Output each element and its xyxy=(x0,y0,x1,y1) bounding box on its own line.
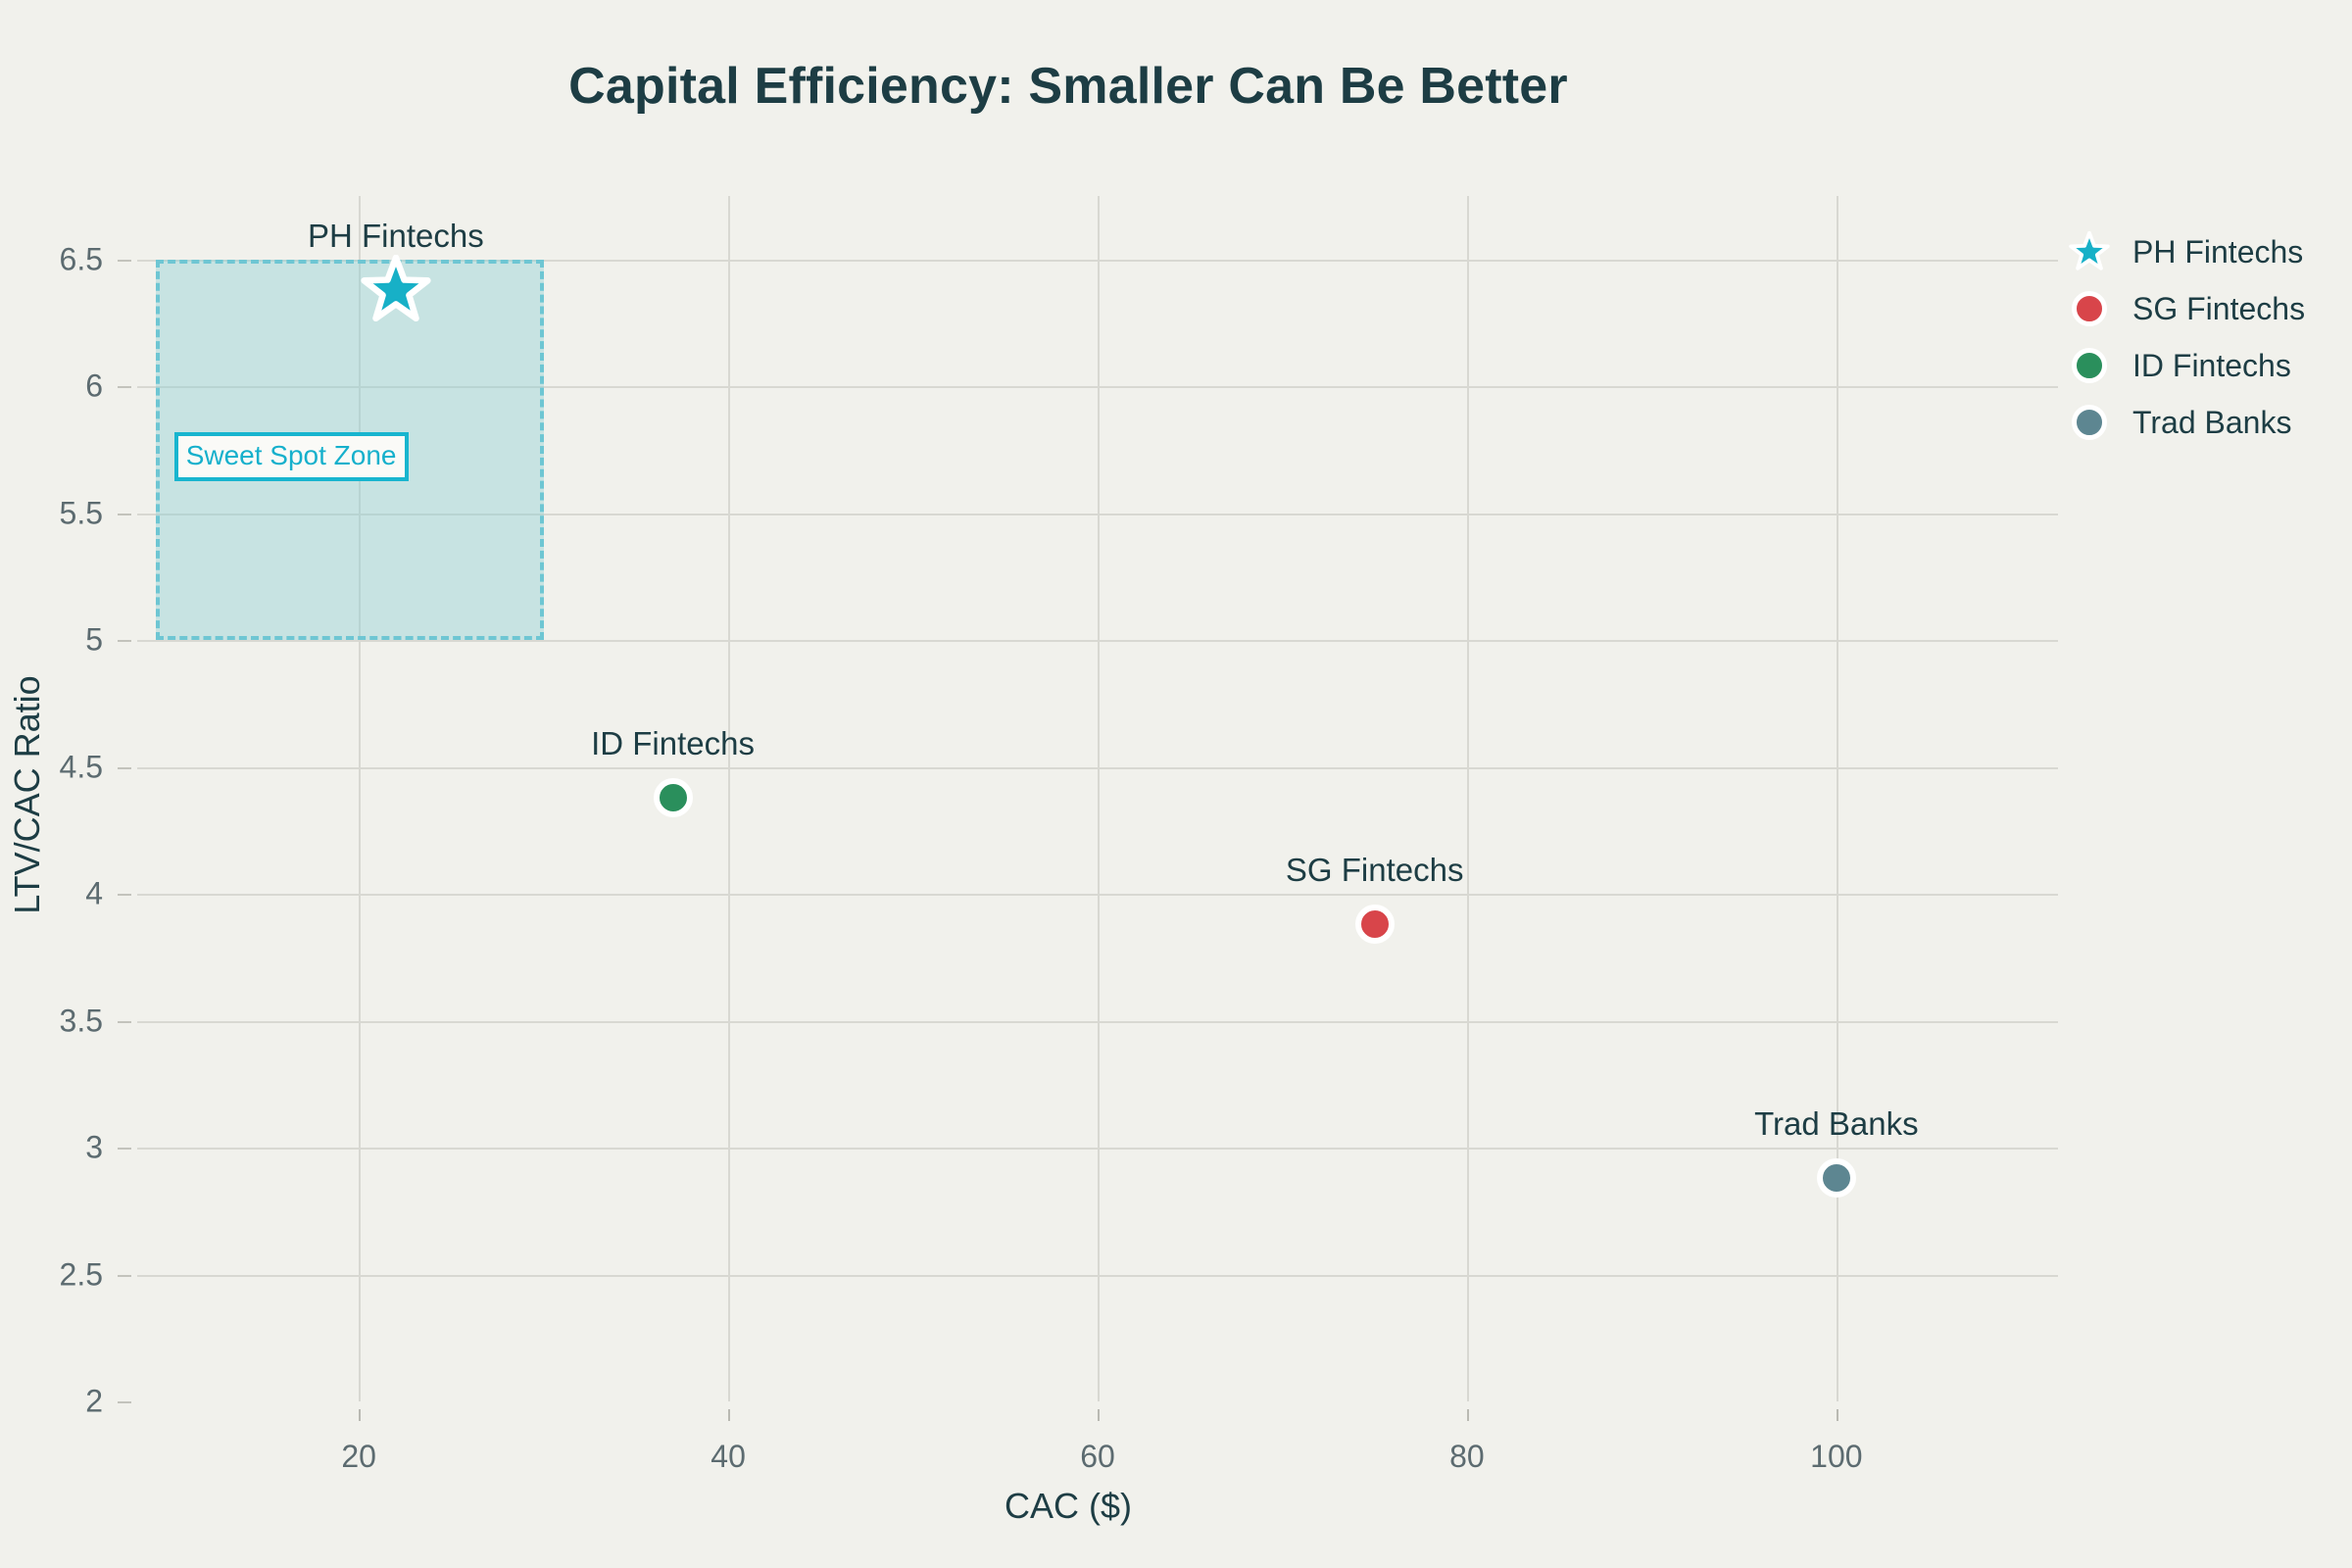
x-tick-mark xyxy=(728,1409,731,1421)
y-tick-label: 5 xyxy=(85,621,103,658)
gridline-vertical xyxy=(1466,196,1469,1401)
legend-dot xyxy=(2072,405,2107,440)
legend-circle-icon xyxy=(2068,348,2111,383)
y-tick-mark xyxy=(118,1274,131,1277)
gridline-horizontal xyxy=(137,259,2058,262)
legend-label: ID Fintechs xyxy=(2132,347,2291,383)
x-tick-label: 40 xyxy=(710,1439,746,1474)
legend-label: Trad Banks xyxy=(2132,404,2292,440)
data-point-marker-star[interactable] xyxy=(361,254,431,325)
gridline-horizontal xyxy=(137,766,2058,769)
y-tick-label: 3 xyxy=(85,1129,103,1165)
gridline-vertical xyxy=(1836,196,1838,1401)
y-tick-mark xyxy=(118,894,131,897)
y-tick-label: 5.5 xyxy=(59,495,103,531)
chart-title: Capital Efficiency: Smaller Can Be Bette… xyxy=(568,58,1568,115)
legend-item[interactable]: SG Fintechs xyxy=(2068,290,2305,327)
gridline-vertical xyxy=(1098,196,1100,1401)
y-tick-mark xyxy=(118,1148,131,1151)
sweet-spot-zone-label: Sweet Spot Zone xyxy=(173,431,409,481)
legend-item[interactable]: Trad Banks xyxy=(2068,404,2305,441)
data-point-label: ID Fintechs xyxy=(591,724,755,761)
data-point-label: PH Fintechs xyxy=(307,217,484,254)
legend-item[interactable]: ID Fintechs xyxy=(2068,347,2305,384)
y-tick-mark xyxy=(118,386,131,389)
y-tick-mark xyxy=(118,513,131,515)
chart-legend: PH Fintechs SG Fintechs ID Fintechs Trad Ba… xyxy=(2068,231,2305,441)
y-tick-label: 2.5 xyxy=(59,1256,103,1293)
x-tick-label: 80 xyxy=(1449,1439,1485,1474)
gridline-horizontal xyxy=(137,386,2058,389)
y-tick-mark xyxy=(118,1401,131,1403)
y-tick-label: 6 xyxy=(85,368,103,404)
x-tick-label: 60 xyxy=(1080,1439,1115,1474)
legend-item[interactable]: PH Fintechs xyxy=(2068,231,2305,272)
x-tick-mark xyxy=(1466,1409,1469,1421)
gridline-vertical xyxy=(728,196,731,1401)
gridline-horizontal xyxy=(137,640,2058,643)
x-tick-mark xyxy=(359,1409,362,1421)
y-axis-label: LTV/CAC Ratio xyxy=(7,675,47,914)
y-tick-mark xyxy=(118,766,131,769)
data-point-marker[interactable] xyxy=(1816,1158,1856,1199)
gridline-horizontal xyxy=(137,513,2058,515)
legend-star-icon xyxy=(2068,231,2111,272)
y-tick-label: 4.5 xyxy=(59,749,103,785)
gridline-horizontal xyxy=(137,1148,2058,1151)
data-point-label: SG Fintechs xyxy=(1285,852,1464,889)
plot-area: 20 40 60 80 100 2 2.5 3 3.5 4 4.5 5 5.5 6 6.5 Sweet Spo… xyxy=(60,196,2058,1474)
gridline-vertical xyxy=(359,196,362,1401)
x-tick-label: 20 xyxy=(341,1439,376,1474)
y-tick-mark xyxy=(118,640,131,643)
x-tick-mark xyxy=(1098,1409,1100,1421)
gridline-horizontal xyxy=(137,894,2058,897)
legend-circle-icon xyxy=(2068,405,2111,440)
gridline-horizontal xyxy=(137,1274,2058,1277)
y-tick-label: 2 xyxy=(85,1383,103,1419)
y-tick-mark xyxy=(118,259,131,262)
x-tick-mark xyxy=(1836,1409,1838,1421)
legend-label: PH Fintechs xyxy=(2132,233,2304,270)
legend-dot xyxy=(2072,348,2107,383)
legend-dot xyxy=(2072,291,2107,326)
legend-circle-icon xyxy=(2068,291,2111,326)
legend-label: SG Fintechs xyxy=(2132,290,2306,326)
data-point-marker[interactable] xyxy=(653,777,693,817)
x-axis-label: CAC ($) xyxy=(1004,1486,1132,1526)
y-tick-label: 4 xyxy=(85,875,103,911)
x-tick-label: 100 xyxy=(1810,1439,1863,1474)
y-tick-label: 6.5 xyxy=(59,241,103,277)
data-point-label: Trad Banks xyxy=(1754,1105,1919,1143)
y-tick-mark xyxy=(118,1020,131,1023)
y-tick-label: 3.5 xyxy=(59,1003,103,1039)
gridline-horizontal xyxy=(137,1020,2058,1023)
data-point-marker[interactable] xyxy=(1354,905,1395,945)
